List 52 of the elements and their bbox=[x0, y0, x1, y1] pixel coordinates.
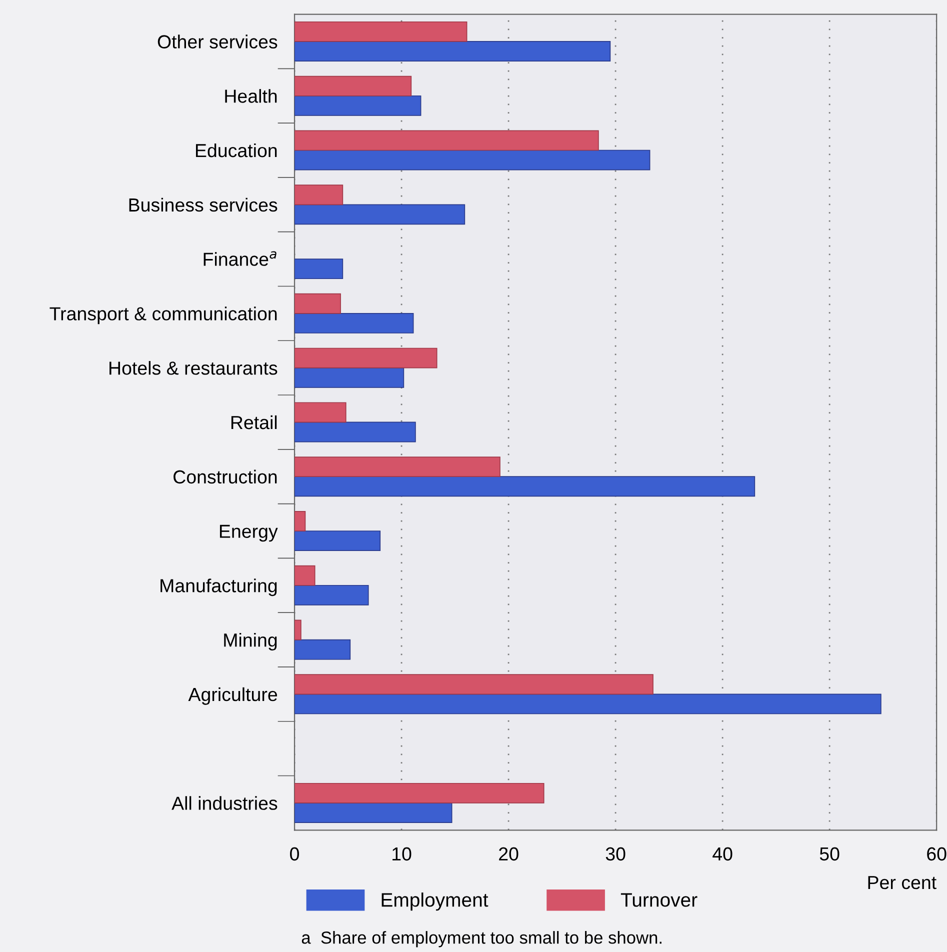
bar bbox=[294, 204, 466, 225]
y-tick-label: Hotels & restaurants bbox=[110, 361, 278, 375]
y-tick-label: Energy bbox=[220, 524, 278, 542]
y-tick-label: Retail bbox=[231, 415, 277, 430]
x-tick-label: 60 bbox=[927, 847, 946, 861]
legend-label: Turnover bbox=[620, 893, 698, 907]
y-tick-label: Finance$^{a}$ bbox=[204, 251, 276, 266]
bar bbox=[294, 313, 414, 334]
x-axis-title: Per cent bbox=[868, 876, 936, 890]
bar bbox=[294, 348, 438, 368]
y-tick-label: Business services bbox=[129, 198, 278, 212]
bar bbox=[294, 584, 369, 606]
bar bbox=[294, 422, 416, 442]
y-tick-label: Manufacturing bbox=[160, 578, 277, 596]
bar bbox=[294, 95, 422, 116]
bar bbox=[294, 674, 654, 695]
y-tick-label: Other services bbox=[158, 34, 278, 48]
bar bbox=[294, 150, 650, 170]
y-tick-label: Transport & communication bbox=[50, 306, 277, 324]
y-tick-label: Health bbox=[225, 89, 277, 103]
bar bbox=[294, 258, 344, 280]
bar bbox=[294, 456, 500, 478]
x-tick-label: 40 bbox=[712, 847, 732, 861]
bar bbox=[294, 782, 544, 804]
y-tick-label: Mining bbox=[224, 632, 277, 650]
bar bbox=[294, 130, 599, 151]
x-tick-label: 50 bbox=[820, 847, 840, 861]
bar bbox=[294, 620, 302, 640]
y-tick-label: Education bbox=[196, 143, 277, 158]
x-tick-label: 10 bbox=[392, 847, 412, 861]
text: a Share of employment too small to be shown. bbox=[302, 931, 662, 948]
x-tick-label: 30 bbox=[606, 847, 626, 861]
y-tick-label: Construction bbox=[174, 470, 277, 484]
bar bbox=[294, 639, 351, 660]
bar bbox=[294, 367, 404, 388]
bar bbox=[294, 694, 882, 714]
bar bbox=[294, 76, 412, 96]
bar bbox=[294, 293, 341, 314]
y-tick-label: Agriculture bbox=[188, 687, 278, 705]
bar bbox=[294, 802, 452, 823]
bar bbox=[294, 565, 316, 586]
legend-label: Employment bbox=[382, 892, 488, 911]
bar bbox=[294, 530, 381, 551]
y-tick-label: All industries bbox=[172, 796, 278, 810]
bar bbox=[294, 402, 346, 423]
bar bbox=[294, 21, 468, 42]
bar bbox=[294, 510, 306, 532]
bar bbox=[294, 476, 756, 497]
x-tick-label: 0 bbox=[290, 847, 299, 861]
bar bbox=[294, 184, 344, 206]
x-tick-label: 20 bbox=[499, 847, 518, 861]
bar bbox=[294, 41, 611, 62]
